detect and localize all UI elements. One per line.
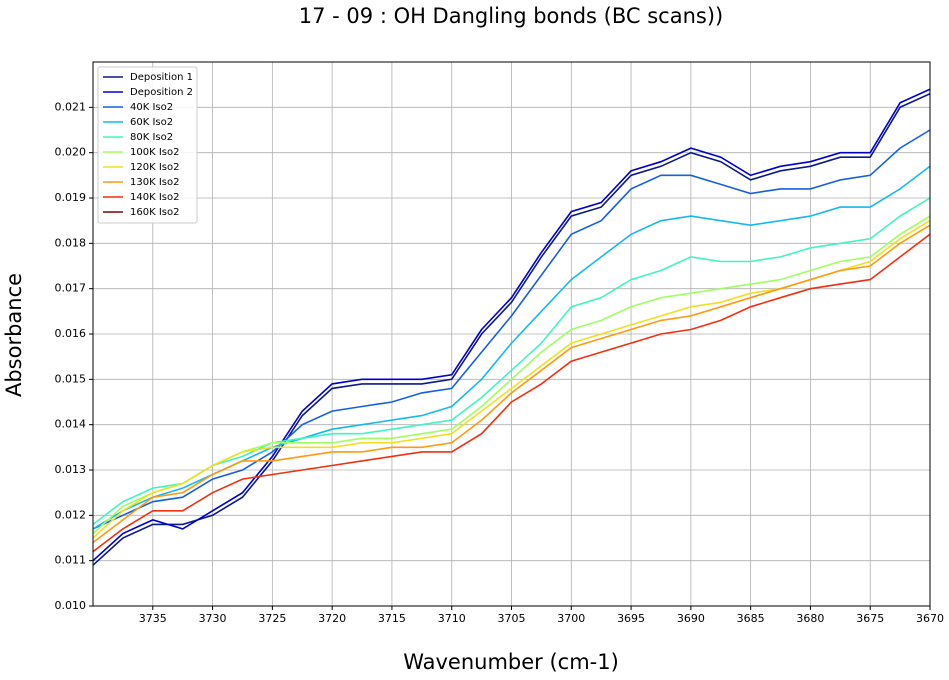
y-tick-label: 0.018 bbox=[55, 236, 87, 249]
x-tick-label: 3685 bbox=[737, 612, 765, 625]
x-tick-label: 3725 bbox=[258, 612, 286, 625]
x-tick-label: 3710 bbox=[438, 612, 466, 625]
legend-label: 60K Iso2 bbox=[130, 117, 173, 128]
series-line bbox=[93, 224, 930, 544]
y-tick-label: 0.014 bbox=[55, 418, 87, 431]
y-tick-label: 0.021 bbox=[55, 100, 87, 113]
y-tick-label: 0.017 bbox=[55, 282, 87, 295]
x-tick-label: 3680 bbox=[796, 612, 824, 625]
series-line bbox=[93, 92, 930, 566]
legend-label: 160K Iso2 bbox=[130, 207, 179, 218]
legend-label: 140K Iso2 bbox=[130, 192, 179, 203]
legend-label: 40K Iso2 bbox=[130, 102, 173, 113]
y-axis-label: Absorbance bbox=[2, 273, 26, 397]
y-tick-label: 0.011 bbox=[55, 554, 87, 567]
legend-label: 100K Iso2 bbox=[130, 147, 179, 158]
legend-label: Deposition 2 bbox=[130, 87, 193, 98]
y-tick-label: 0.013 bbox=[55, 463, 87, 476]
x-tick-label: 3705 bbox=[498, 612, 526, 625]
x-tick-label: 3695 bbox=[617, 612, 645, 625]
y-tick-label: 0.020 bbox=[55, 146, 87, 159]
y-tick-label: 0.015 bbox=[55, 372, 87, 385]
y-tick-label: 0.010 bbox=[55, 599, 87, 612]
legend-label: 80K Iso2 bbox=[130, 132, 173, 143]
x-tick-label: 3670 bbox=[916, 612, 944, 625]
x-axis-label: Wavenumber (cm-1) bbox=[403, 650, 619, 674]
series-line bbox=[93, 197, 930, 526]
x-tick-label: 3720 bbox=[318, 612, 346, 625]
plot-frame bbox=[92, 61, 931, 607]
legend-label: Deposition 1 bbox=[130, 72, 193, 83]
legend-label: 120K Iso2 bbox=[130, 162, 179, 173]
series-line bbox=[93, 129, 930, 530]
x-tick-label: 3700 bbox=[557, 612, 585, 625]
x-tick-label: 3690 bbox=[677, 612, 705, 625]
series-line bbox=[93, 88, 930, 562]
legend-box bbox=[97, 66, 198, 224]
legend-label: 130K Iso2 bbox=[130, 177, 179, 188]
x-tick-label: 3730 bbox=[199, 612, 227, 625]
x-tick-label: 3735 bbox=[139, 612, 167, 625]
chart-title: 17 - 09 : OH Dangling bonds (BC scans)) bbox=[299, 4, 723, 28]
x-tick-label: 3715 bbox=[378, 612, 406, 625]
y-tick-label: 0.016 bbox=[55, 327, 87, 340]
y-tick-label: 0.012 bbox=[55, 508, 87, 521]
y-tick-label: 0.019 bbox=[55, 191, 87, 204]
series-line bbox=[93, 233, 930, 553]
x-tick-label: 3675 bbox=[856, 612, 884, 625]
